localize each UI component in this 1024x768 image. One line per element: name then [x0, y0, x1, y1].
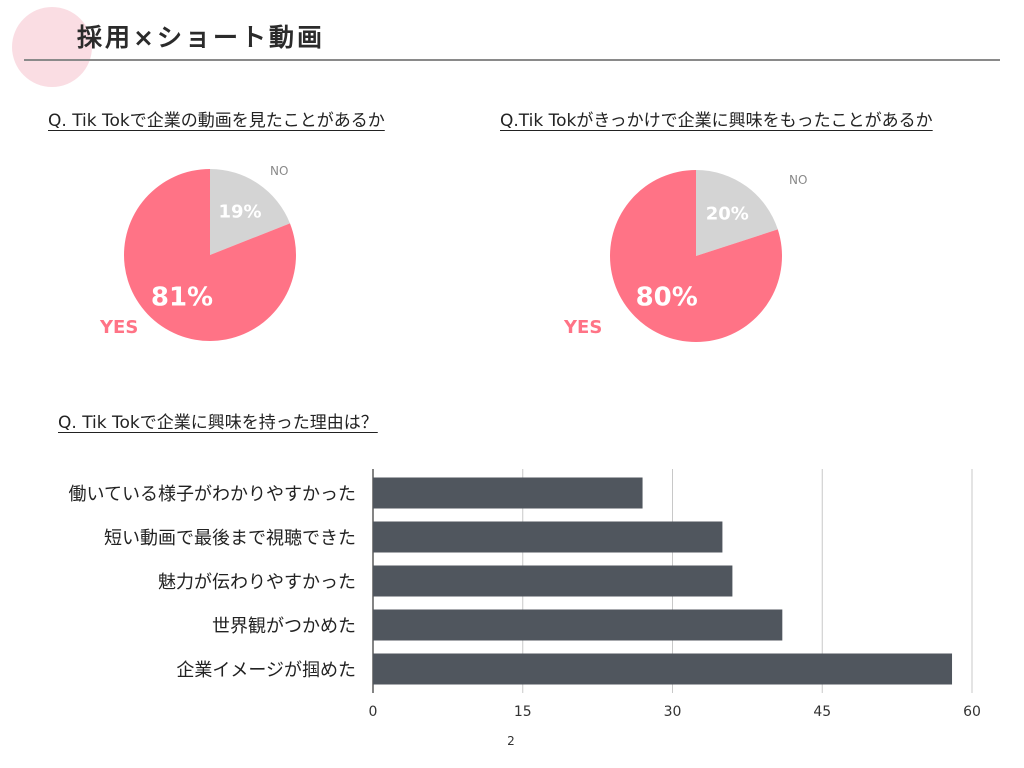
pie-value-label-no: 19%: [218, 201, 261, 222]
pie-chart-1: 81% 19% YES NO: [99, 164, 296, 341]
title-divider: [24, 59, 1000, 61]
x-tick-label: 60: [963, 704, 981, 720]
pie-category-label-yes: YES: [563, 317, 602, 338]
pie-value-label-yes: 81%: [151, 283, 213, 313]
bar: [373, 477, 643, 509]
category-label: 短い動画で最後まで視聴できた: [104, 528, 356, 549]
page-number-text: 2: [507, 734, 515, 748]
category-label: 働いている様子がわかりやすかった: [69, 484, 356, 505]
pie-value-label-yes: 80%: [636, 283, 698, 313]
pie-category-label-yes: YES: [99, 317, 138, 338]
pie-chart-1-title: Q. Tik Tokで企業の動画を見たことがあるか: [48, 111, 385, 131]
category-label: 企業イメージが掴めた: [176, 660, 356, 681]
page-number: 2: [0, 734, 1024, 748]
pie-chart-2: 80% 20% YES NO: [563, 170, 807, 342]
pie-chart-2-title: Q.Tik Tokがきっかけで企業に興味をもったことがあるか: [500, 111, 933, 131]
bar: [373, 653, 953, 685]
pie-slice-no: [210, 169, 290, 255]
x-tick-label: 0: [369, 704, 378, 720]
x-tick-label: 45: [813, 704, 831, 720]
x-tick-label: 30: [664, 704, 682, 720]
pie-slice-yes: [610, 170, 783, 342]
decorative-circle: [12, 7, 92, 87]
pie-slice-yes: [123, 169, 296, 341]
pie-category-label-no: NO: [270, 164, 288, 178]
pie-value-label-no: 20%: [706, 203, 749, 224]
bar: [373, 609, 783, 641]
category-label: 魅力が伝わりやすかった: [158, 572, 356, 593]
bar-chart-title: Q. Tik Tokで企業に興味を持った理由は？: [58, 413, 378, 433]
bar: [373, 565, 733, 597]
x-tick-label: 15: [514, 704, 532, 720]
bar: [373, 521, 723, 553]
slide-title: 採用×ショート動画: [77, 23, 325, 52]
pie-category-label-no: NO: [789, 173, 807, 187]
category-label: 世界観がつかめた: [212, 616, 356, 637]
bar-chart: 働いている様子がわかりやすかった短い動画で最後まで視聴できた魅力が伝わりやすかっ…: [69, 469, 981, 720]
pie-slice-no: [696, 170, 778, 256]
